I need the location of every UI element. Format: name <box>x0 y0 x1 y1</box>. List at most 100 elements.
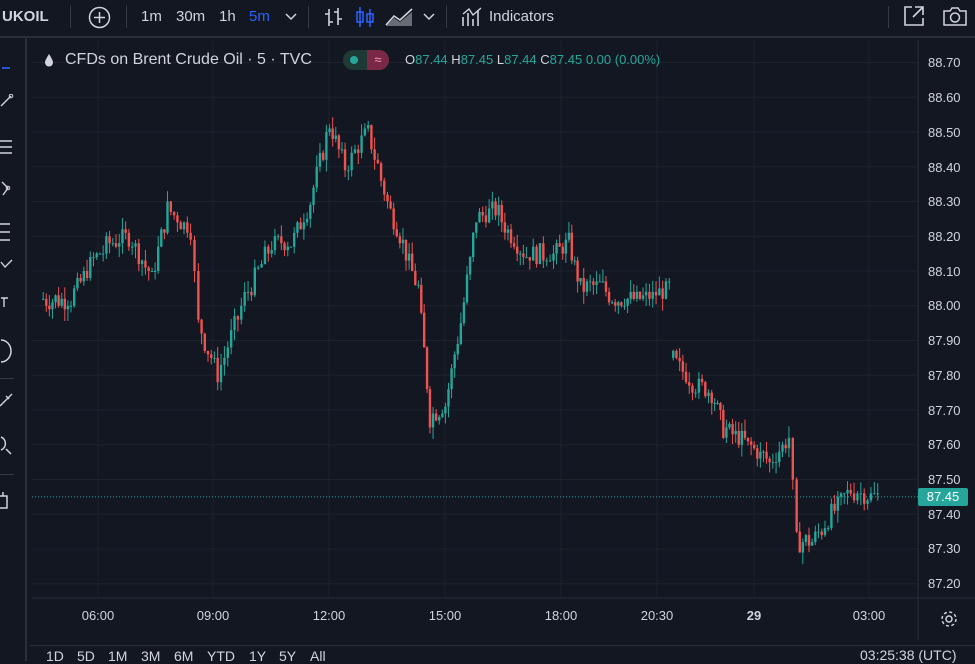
toolbar-divider <box>0 474 14 475</box>
candle-body <box>494 201 497 216</box>
candle-body <box>567 232 571 240</box>
time-tick: 03:00 <box>852 608 886 623</box>
candle-body <box>240 305 243 320</box>
candle-body <box>681 361 685 372</box>
candle-body <box>434 413 438 421</box>
close-key: C <box>540 52 550 67</box>
brush-icon[interactable] <box>0 258 14 272</box>
pattern-icon[interactable] <box>0 178 14 198</box>
time-tick-day: 29 <box>746 608 762 623</box>
fib-retracement-icon[interactable] <box>0 138 14 158</box>
candle-body <box>658 288 661 296</box>
candle-body <box>826 528 830 530</box>
candle-body <box>425 347 429 390</box>
symbol-description[interactable]: CFDs on Brent Crude Oil · 5 · TVC <box>65 51 312 68</box>
candle-body <box>386 194 389 202</box>
candle-body <box>267 246 270 254</box>
candle-body <box>118 243 121 247</box>
candle-body <box>781 444 784 452</box>
oil-drop-icon <box>45 54 53 67</box>
candle-body <box>66 305 70 310</box>
range-5d-button[interactable]: 5D <box>77 648 95 664</box>
area-chart-type-icon[interactable] <box>384 6 414 28</box>
forecasting-icon[interactable] <box>0 220 14 242</box>
candle-body <box>321 152 325 160</box>
candle-body <box>707 392 710 397</box>
candle-body <box>305 218 309 223</box>
bar-chart-type-icon[interactable] <box>323 6 345 28</box>
interval-5m-button[interactable]: 5m <box>249 8 270 25</box>
candles-chart-type-icon[interactable] <box>354 5 376 29</box>
candle-body <box>450 368 453 390</box>
range-3m-button[interactable]: 3M <box>141 648 161 664</box>
camera-icon[interactable] <box>942 5 968 27</box>
interval-1m-button[interactable]: 1m <box>141 8 162 25</box>
candle-body <box>468 257 472 275</box>
text-icon[interactable] <box>0 296 10 308</box>
range-all-button[interactable]: All <box>310 648 326 664</box>
crosshair-icon[interactable] <box>0 64 12 72</box>
toolbar-divider <box>0 378 14 379</box>
candle-body <box>614 302 617 306</box>
candle-body <box>63 298 67 310</box>
candle-body <box>95 253 98 258</box>
candle-body <box>836 496 840 511</box>
candle-body <box>558 243 561 247</box>
candle-body <box>807 535 811 546</box>
interval-30m-button[interactable]: 30m <box>176 8 206 25</box>
utc-clock[interactable]: 03:25:38 (UTC) <box>860 647 957 663</box>
chevron-down-icon[interactable] <box>423 12 435 22</box>
candle-body <box>528 257 532 261</box>
ruler-icon[interactable] <box>0 390 14 410</box>
candle-body <box>395 229 398 237</box>
candle-body <box>497 204 500 216</box>
trendline-icon[interactable] <box>0 94 14 108</box>
candle-body <box>456 343 459 355</box>
candle-body <box>588 281 592 283</box>
candle-body <box>607 291 611 303</box>
zoom-icon[interactable] <box>0 434 14 456</box>
indicators-icon[interactable] <box>461 6 483 28</box>
candle-body <box>54 295 57 303</box>
candle-body <box>89 257 92 278</box>
candle-body <box>749 441 753 445</box>
chevron-down-icon[interactable] <box>285 12 297 22</box>
market-status-badge[interactable]: ≈ <box>343 50 389 70</box>
candle-body <box>293 232 296 247</box>
candle-body <box>573 260 576 262</box>
candle-body <box>243 291 246 306</box>
candle-body <box>182 222 186 230</box>
range-ytd-button[interactable]: YTD <box>207 648 235 664</box>
candle-body <box>253 267 257 296</box>
compare-plus-icon[interactable] <box>88 6 111 29</box>
candle-body <box>678 357 681 362</box>
range-6m-button[interactable]: 6M <box>174 648 194 664</box>
settings-gear-icon[interactable] <box>940 610 958 628</box>
range-5y-button[interactable]: 5Y <box>279 648 297 664</box>
candle-body <box>213 357 216 359</box>
candle-body <box>401 239 405 244</box>
ohlc-values: O87.44 H87.45 L87.44 C87.45 0.00 (0.00%) <box>405 50 660 70</box>
indicators-button[interactable]: Indicators <box>489 8 555 25</box>
range-1d-button[interactable]: 1D <box>46 648 64 664</box>
range-1y-button[interactable]: 1Y <box>249 648 267 664</box>
candle-body <box>363 128 367 136</box>
candle-body <box>672 350 675 358</box>
time-tick: 06:00 <box>81 608 115 623</box>
candle-body <box>604 281 608 292</box>
candle-body <box>817 531 820 533</box>
candle-body <box>343 149 347 171</box>
fullscreen-icon[interactable] <box>902 4 926 28</box>
candle-body <box>697 378 701 393</box>
candle-body <box>69 305 73 307</box>
interval-1h-button[interactable]: 1h <box>219 8 236 25</box>
lock-icon[interactable] <box>0 486 14 512</box>
symbol-search-button[interactable]: UKOIL <box>2 8 49 25</box>
candle-body <box>166 201 169 233</box>
candle-body <box>462 302 466 324</box>
emoji-icon[interactable] <box>0 338 12 364</box>
candle-body <box>431 413 435 428</box>
candle-body <box>843 493 846 495</box>
range-1m-button[interactable]: 1M <box>108 648 128 664</box>
